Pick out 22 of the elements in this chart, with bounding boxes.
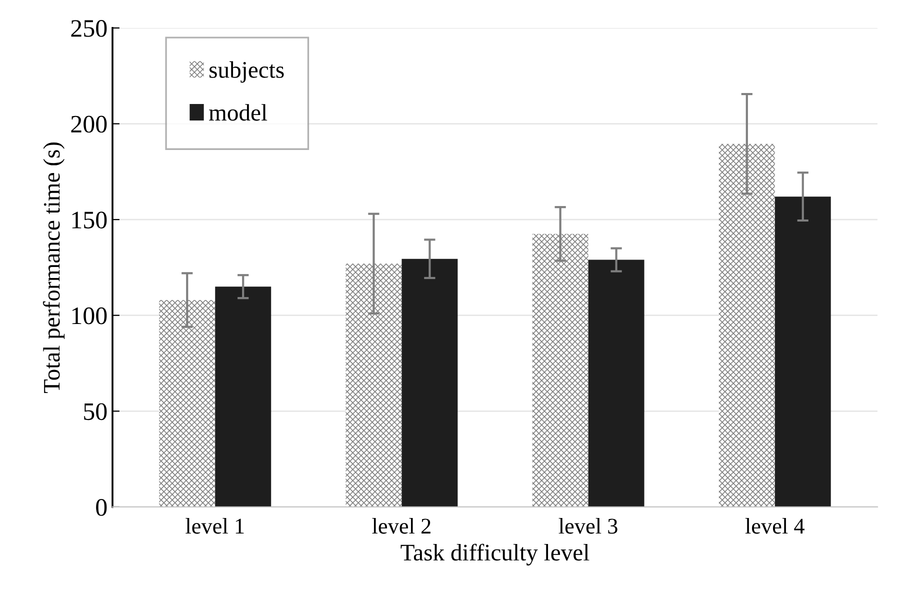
y-axis-title: Total performance time (s): [42, 142, 65, 394]
bar: [215, 286, 272, 507]
y-tick-label: 250: [71, 20, 107, 37]
y-tick-label: 0: [96, 498, 107, 516]
x-tick-label: level 3: [558, 518, 618, 534]
bar: [402, 258, 458, 507]
y-tick-label: 150: [72, 212, 107, 228]
bar: [718, 144, 775, 507]
bar: [532, 234, 588, 507]
x-tick-label: level 4: [745, 518, 804, 534]
x-tick-label: level 2: [372, 518, 430, 534]
bar: [346, 264, 402, 507]
legend-label: model: [209, 104, 268, 121]
x-tick-label: level 1: [186, 518, 244, 534]
y-tick-label: 200: [71, 116, 107, 133]
bar: [774, 196, 831, 507]
y-tick-label: 100: [72, 307, 107, 324]
legend-label: subjects: [210, 61, 284, 83]
y-tick-label: 50: [84, 403, 107, 420]
bar: [159, 300, 216, 507]
x-axis-title: Task difficulty level: [400, 544, 590, 566]
bar: [588, 260, 644, 507]
